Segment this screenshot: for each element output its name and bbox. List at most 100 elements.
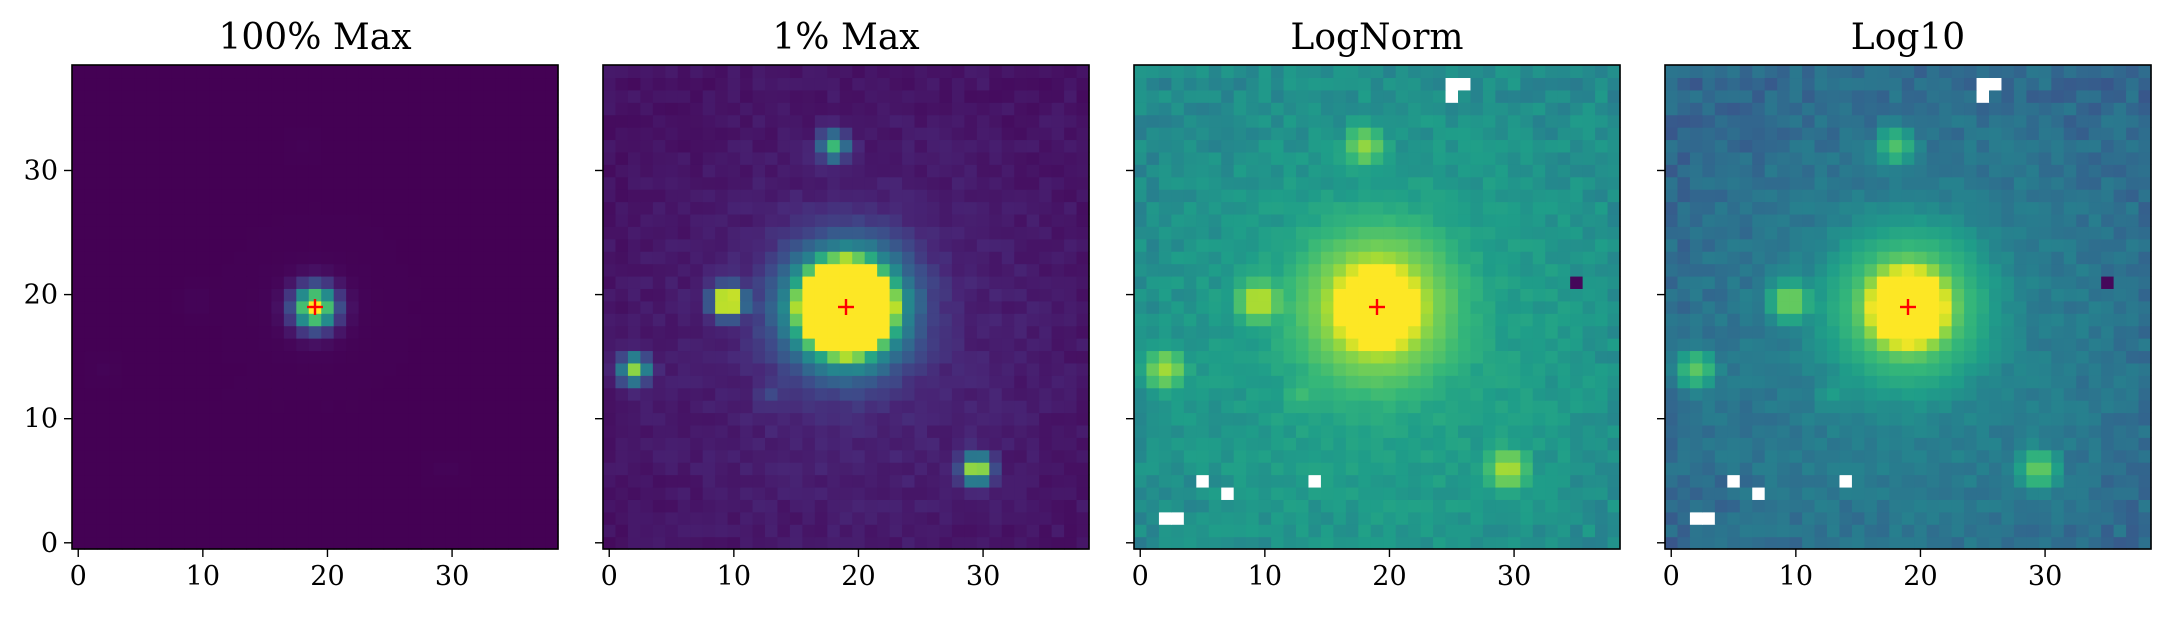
- heatmap-cell: [1814, 536, 1828, 550]
- heatmap-cell: [1308, 263, 1322, 277]
- heatmap-cell: [470, 238, 484, 252]
- heatmap-cell: [271, 77, 285, 91]
- heatmap-cell: [1345, 499, 1359, 513]
- heatmap-cell: [209, 213, 223, 227]
- heatmap-cell: [1764, 474, 1778, 488]
- heatmap-cell: [1445, 226, 1459, 240]
- heatmap-cell: [383, 325, 397, 339]
- heatmap-cell: [1076, 536, 1090, 550]
- heatmap-cell: [196, 139, 210, 153]
- heatmap-cell: [1158, 127, 1172, 141]
- heatmap-cell: [358, 164, 372, 178]
- heatmap-cell: [533, 350, 547, 364]
- heatmap-cell: [1014, 127, 1028, 141]
- heatmap-cell: [914, 474, 928, 488]
- heatmap-cell: [1320, 313, 1334, 327]
- heatmap-cell: [877, 300, 891, 314]
- heatmap-cell: [209, 350, 223, 364]
- heatmap-cell: [814, 338, 828, 352]
- heatmap-cell: [2051, 524, 2065, 538]
- heatmap-cell: [1296, 201, 1310, 215]
- heatmap-cell: [1064, 449, 1078, 463]
- heatmap-cell: [221, 139, 235, 153]
- heatmap-cell: [777, 189, 791, 203]
- heatmap-cell: [1146, 213, 1160, 227]
- heatmap-cell: [1158, 251, 1172, 265]
- heatmap-cell: [927, 226, 941, 240]
- heatmap-cell: [914, 201, 928, 215]
- heatmap-cell: [1570, 412, 1584, 426]
- heatmap-cell: [2101, 536, 2115, 550]
- heatmap-cell: [1051, 114, 1065, 128]
- heatmap-cell: [1158, 474, 1172, 488]
- heatmap-cell: [371, 164, 385, 178]
- heatmap-cell: [221, 412, 235, 426]
- heatmap-cell: [1001, 313, 1015, 327]
- heatmap-cell: [627, 77, 641, 91]
- heatmap-cell: [1221, 400, 1235, 414]
- heatmap-cell: [814, 437, 828, 451]
- heatmap-cell: [196, 462, 210, 476]
- heatmap-cell: [520, 213, 534, 227]
- heatmap-cell: [283, 238, 297, 252]
- heatmap-cell: [877, 288, 891, 302]
- heatmap-cell: [1026, 486, 1040, 500]
- heatmap-cell: [296, 338, 310, 352]
- heatmap-cell: [690, 536, 704, 550]
- heatmap-cell: [458, 362, 472, 376]
- heatmap-cell: [234, 400, 248, 414]
- heatmap-cell: [877, 127, 891, 141]
- heatmap-cell: [1064, 189, 1078, 203]
- heatmap-cell: [508, 189, 522, 203]
- heatmap-cell: [2113, 486, 2127, 500]
- heatmap-cell: [1345, 201, 1359, 215]
- heatmap-cell: [1370, 275, 1384, 289]
- heatmap-cell: [171, 499, 185, 513]
- heatmap-cell: [1026, 350, 1040, 364]
- heatmap-cell: [321, 77, 335, 91]
- heatmap-cell: [470, 511, 484, 525]
- heatmap-cell: [1171, 213, 1185, 227]
- heatmap-cell: [196, 300, 210, 314]
- heatmap-cell: [902, 226, 916, 240]
- heatmap-cell: [1296, 263, 1310, 277]
- heatmap-cell: [2038, 524, 2052, 538]
- heatmap-cell: [715, 350, 729, 364]
- heatmap-cell: [765, 375, 779, 389]
- heatmap-cell: [1408, 350, 1422, 364]
- heatmap-cell: [777, 65, 791, 79]
- heatmap-cell: [1171, 387, 1185, 401]
- heatmap-cell: [889, 536, 903, 550]
- heatmap-cell: [296, 176, 310, 190]
- heatmap-cell: [603, 251, 617, 265]
- heatmap-cell: [520, 350, 534, 364]
- heatmap-cell: [1482, 412, 1496, 426]
- heatmap-cell: [1233, 65, 1247, 79]
- heatmap-cell: [1470, 362, 1484, 376]
- heatmap-cell: [495, 288, 509, 302]
- heatmap-cell: [1196, 176, 1210, 190]
- heatmap-cell: [627, 251, 641, 265]
- heatmap-cell: [1014, 325, 1028, 339]
- heatmap-cell: [752, 238, 766, 252]
- heatmap-cell: [1171, 226, 1185, 240]
- heatmap-cell: [715, 288, 729, 302]
- heatmap-cell: [221, 275, 235, 289]
- heatmap-cell: [627, 474, 641, 488]
- heatmap-cell: [1196, 362, 1210, 376]
- heatmap-cell: [989, 511, 1003, 525]
- heatmap-cell: [146, 313, 160, 327]
- heatmap-cell: [1221, 151, 1235, 165]
- heatmap-cell: [690, 511, 704, 525]
- heatmap-cell: [752, 102, 766, 116]
- heatmap-cell: [1395, 288, 1409, 302]
- heatmap-cell: [96, 338, 110, 352]
- heatmap-cell: [209, 499, 223, 513]
- heatmap-cell: [1752, 499, 1766, 513]
- heatmap-cell: [396, 151, 410, 165]
- heatmap-cell: [209, 437, 223, 451]
- heatmap-cell: [1595, 300, 1609, 314]
- heatmap-cell: [1433, 524, 1447, 538]
- heatmap-cell: [1196, 300, 1210, 314]
- heatmap-cell: [308, 387, 322, 401]
